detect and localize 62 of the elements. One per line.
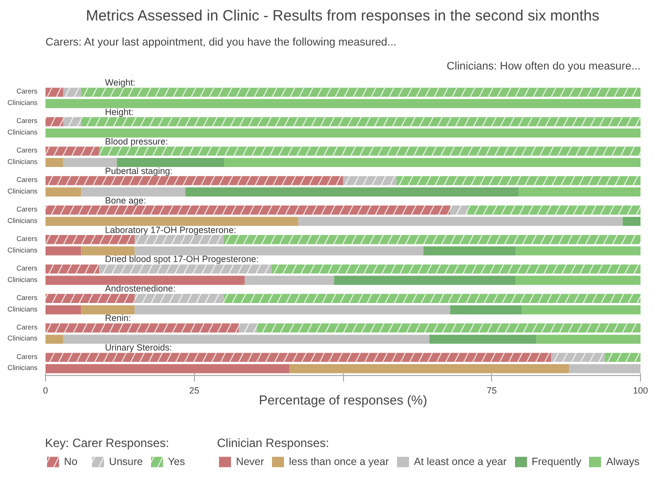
- bar: [450, 305, 522, 314]
- x-tick-label: 100: [632, 386, 648, 396]
- bar: [185, 187, 519, 196]
- bar: [134, 246, 424, 256]
- text: Clinicians: How often do you measure...: [446, 60, 641, 72]
- bar: [46, 276, 245, 285]
- bar: [46, 187, 82, 196]
- annotation: Renin:: [105, 313, 132, 324]
- bar: [289, 364, 570, 374]
- legend-label: At least once a year: [414, 456, 507, 468]
- annotation: Weight:: [105, 77, 136, 88]
- bar: [518, 187, 640, 196]
- bar: [81, 187, 186, 196]
- bar: [536, 334, 640, 344]
- bar: [46, 334, 64, 344]
- bar: [423, 246, 516, 256]
- bar: [46, 364, 290, 374]
- annotation: Height:: [105, 106, 134, 117]
- x-tick-label: 75: [486, 386, 497, 396]
- bar: [46, 158, 64, 168]
- bar: [516, 246, 640, 256]
- bar: [522, 305, 640, 314]
- bar: [334, 276, 516, 285]
- annotation: Laboratory 17-OH Progesterone:: [105, 224, 236, 235]
- bar: [622, 216, 640, 226]
- bar: [224, 158, 640, 168]
- bar: [134, 305, 450, 314]
- text: Clinician Responses:: [217, 436, 330, 450]
- annotation: Androstenedione:: [105, 284, 176, 294]
- annotation: Blood pressure:: [105, 136, 168, 146]
- annotation: Bone age:: [105, 195, 146, 206]
- legend-label: less than once a year: [289, 456, 389, 468]
- bar: [298, 216, 623, 226]
- legend-label: Never: [236, 456, 264, 468]
- bar: [46, 99, 640, 108]
- bar: [429, 334, 536, 344]
- chart-title: Metrics Assessed in Clinic - Results from responses in the second six months: [86, 8, 600, 24]
- bar: [569, 364, 640, 374]
- annotation: Urinary Steroids:: [105, 342, 172, 353]
- x-tick-label: 0: [42, 386, 48, 396]
- bar: [244, 276, 334, 285]
- bar: [46, 216, 298, 226]
- bar: [63, 334, 430, 344]
- legend-label: Unsure: [109, 456, 143, 468]
- legend-label: Always: [606, 456, 640, 468]
- x-tick-label: 25: [189, 386, 200, 396]
- bar: [63, 158, 117, 168]
- chart-subtitle: Carers: At your last appointment, did you have the following measured...: [46, 36, 396, 48]
- bar: [516, 276, 640, 285]
- legend-label: Frequently: [532, 456, 582, 468]
- legend-label: Yes: [168, 456, 186, 468]
- bar: [46, 305, 82, 314]
- annotation: Pubertal staging:: [105, 166, 173, 176]
- bar: [81, 305, 135, 314]
- legend-label: No: [64, 456, 78, 468]
- legend-title: Key: Carer Responses:: [45, 436, 170, 450]
- bar: [81, 246, 135, 256]
- bar: [116, 158, 224, 168]
- bar: [46, 246, 82, 256]
- bar: [46, 128, 640, 138]
- annotation: Dried blood spot 17-OH Progesterone:: [105, 254, 259, 264]
- x-axis-title: Percentage of responses (%): [258, 392, 428, 408]
